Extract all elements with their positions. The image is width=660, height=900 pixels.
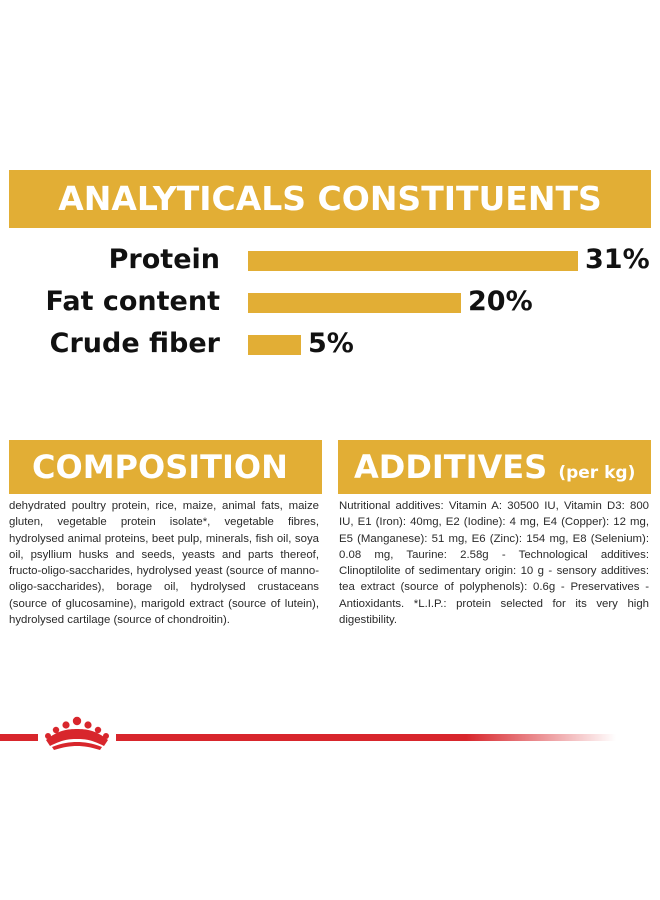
- fiber-label: Crude fiber: [49, 328, 220, 359]
- additives-text: Nutritional additives: Vitamin A: 30500 …: [339, 500, 649, 627]
- fat-bar: [248, 293, 461, 313]
- additives-title-suffix: (per kg): [558, 463, 636, 483]
- composition-banner: COMPOSITION: [9, 440, 322, 494]
- fiber-row: Crude fiber 5%: [0, 325, 660, 363]
- protein-row: Protein 31%: [0, 241, 660, 279]
- analytics-banner: ANALYTICALS CONSTITUENTS: [9, 170, 651, 228]
- brand-line-left: [0, 734, 38, 741]
- composition-text: dehydrated poultry protein, rice, maize,…: [9, 500, 319, 627]
- brand-line-right: [116, 734, 616, 741]
- fat-percent: 20%: [468, 286, 533, 317]
- fiber-percent: 5%: [308, 328, 354, 359]
- additives-title: ADDITIVES: [354, 448, 548, 486]
- analytics-title: ANALYTICALS CONSTITUENTS: [58, 179, 602, 218]
- protein-label: Protein: [108, 244, 220, 275]
- crown-icon: [45, 716, 109, 750]
- additives-banner: ADDITIVES (per kg): [338, 440, 651, 494]
- protein-percent: 31%: [585, 244, 650, 275]
- fat-row: Fat content 20%: [0, 283, 660, 321]
- protein-bar: [248, 251, 578, 271]
- composition-title: COMPOSITION: [32, 448, 288, 486]
- fat-label: Fat content: [45, 286, 220, 317]
- fiber-bar: [248, 335, 301, 355]
